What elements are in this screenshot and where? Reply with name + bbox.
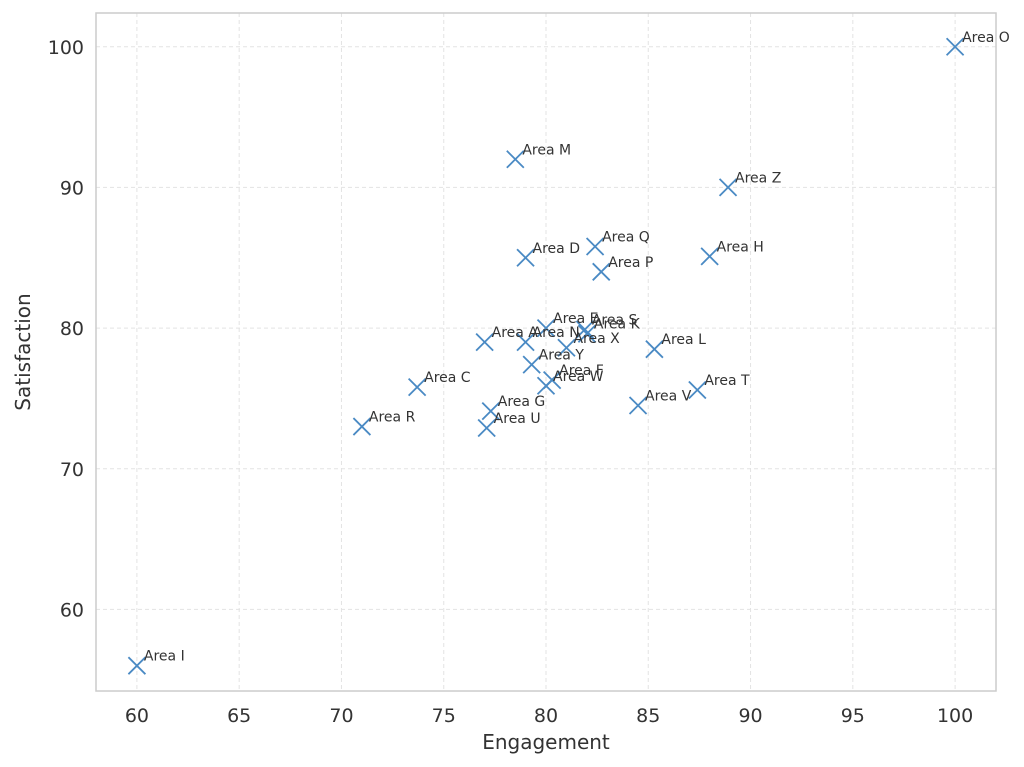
point-label: Area M bbox=[522, 142, 571, 158]
data-point bbox=[592, 262, 611, 281]
x-tick-label: 90 bbox=[738, 705, 762, 727]
point-label: Area P bbox=[608, 255, 653, 271]
point-label: Area G bbox=[498, 394, 546, 410]
point-label: Area Z bbox=[735, 170, 781, 186]
x-tick-label: 60 bbox=[125, 705, 149, 727]
point-label: Area A bbox=[492, 325, 539, 341]
data-point bbox=[700, 247, 719, 266]
x-tick-label: 95 bbox=[841, 705, 865, 727]
point-label: Area V bbox=[645, 388, 692, 404]
y-tick-label: 70 bbox=[60, 459, 84, 481]
data-point bbox=[477, 418, 496, 438]
point-label: Area E bbox=[553, 311, 599, 327]
data-point bbox=[688, 380, 707, 400]
data-point bbox=[585, 237, 605, 256]
data-point bbox=[628, 396, 648, 415]
data-point bbox=[352, 417, 372, 436]
x-tick-label: 65 bbox=[227, 705, 251, 727]
point-labels: Area O Area M Area Z Area Q Area D Area H Area… bbox=[144, 30, 1010, 665]
y-tick-label: 80 bbox=[60, 318, 84, 340]
point-label: Area Q bbox=[602, 230, 650, 246]
data-point bbox=[575, 320, 595, 339]
point-label: Area U bbox=[494, 411, 541, 427]
x-tick-label: 75 bbox=[432, 705, 456, 727]
y-tick-label: 100 bbox=[48, 37, 84, 59]
point-label: Area I bbox=[144, 649, 185, 665]
y-tick-label: 90 bbox=[60, 177, 84, 199]
point-label: Area R bbox=[369, 410, 416, 426]
x-tick-label: 80 bbox=[534, 705, 558, 727]
y-axis-label: Satisfaction bbox=[11, 293, 35, 410]
x-axis-ticks: 60 65 70 75 80 85 90 95 100 bbox=[125, 705, 973, 727]
point-label: Area Y bbox=[539, 348, 585, 364]
point-label: Area K bbox=[594, 317, 641, 333]
y-tick-label: 60 bbox=[60, 599, 84, 621]
x-axis-label: Engagement bbox=[482, 730, 610, 754]
data-point bbox=[536, 376, 556, 395]
x-tick-label: 85 bbox=[636, 705, 660, 727]
data-point bbox=[481, 401, 500, 421]
data-point bbox=[536, 318, 556, 338]
data-point bbox=[577, 324, 597, 343]
point-label: Area D bbox=[533, 241, 580, 257]
data-point bbox=[645, 340, 664, 359]
point-label: Area T bbox=[704, 373, 750, 389]
x-tick-label: 70 bbox=[329, 705, 353, 727]
data-points bbox=[127, 37, 965, 675]
point-label: Area C bbox=[424, 370, 471, 386]
point-label: Area H bbox=[717, 239, 764, 255]
data-point bbox=[516, 333, 535, 352]
point-label: Area N bbox=[533, 325, 580, 341]
data-point bbox=[516, 248, 535, 267]
data-point bbox=[557, 338, 576, 357]
y-axis-ticks: 60 70 80 90 100 bbox=[48, 37, 84, 622]
data-point bbox=[127, 656, 147, 675]
point-label: Area X bbox=[573, 331, 620, 347]
point-label: Area S bbox=[592, 312, 638, 328]
data-point bbox=[475, 333, 494, 352]
point-label: Area L bbox=[661, 332, 706, 348]
plot-area-frame bbox=[95, 12, 997, 692]
data-point bbox=[407, 378, 427, 397]
point-label: Area W bbox=[553, 369, 604, 385]
data-point bbox=[945, 37, 965, 56]
x-tick-label: 100 bbox=[937, 705, 973, 727]
point-label: Area F bbox=[559, 363, 604, 379]
data-point bbox=[506, 150, 525, 169]
data-point bbox=[522, 355, 541, 374]
data-point bbox=[718, 178, 738, 197]
point-label: Area O bbox=[962, 30, 1010, 46]
